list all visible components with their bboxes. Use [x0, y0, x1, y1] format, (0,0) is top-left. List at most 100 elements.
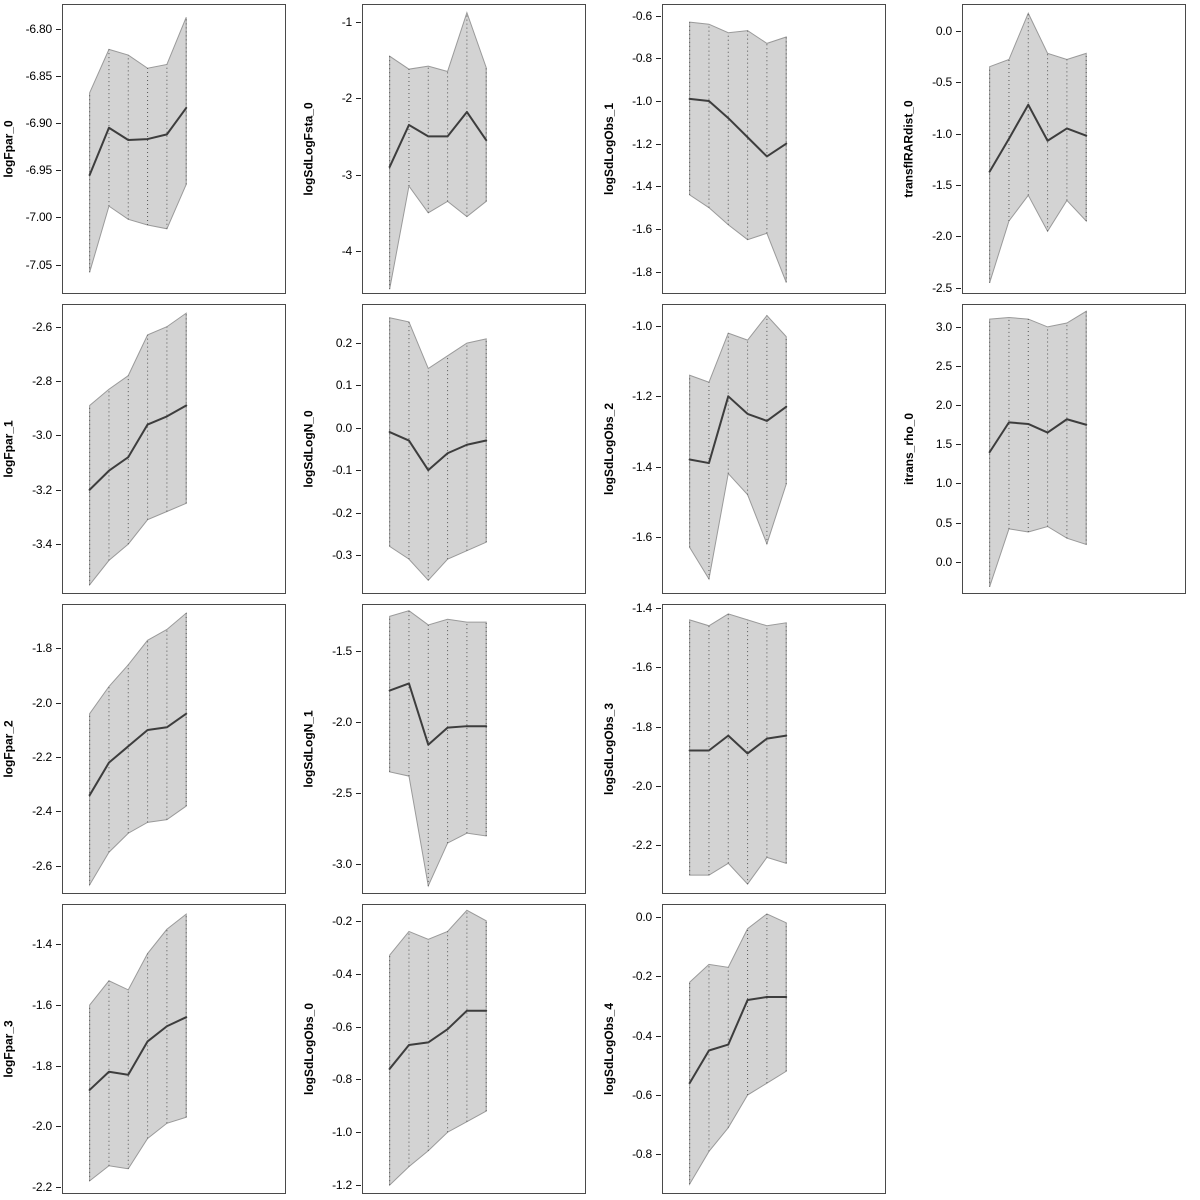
plot-canvas [688, 314, 788, 581]
y-tick-label: -0.4 [332, 966, 352, 981]
y-tick-mark [656, 726, 661, 728]
y-tick-mark [356, 427, 361, 429]
y-tick-mark [956, 82, 961, 84]
plot-panel [662, 904, 886, 1194]
y-tick-mark [356, 385, 361, 387]
estimate-line [388, 1009, 488, 1070]
estimate-line [688, 996, 788, 1085]
plot-panel [962, 4, 1186, 294]
y-tick-mark [656, 845, 661, 847]
confidence-band [389, 317, 487, 582]
y-tick-label: -0.5 [932, 75, 952, 90]
y-tick-mark [956, 561, 961, 563]
y-tick-mark [956, 185, 961, 186]
confidence-band [389, 11, 487, 290]
plot-panel [962, 304, 1186, 594]
y-tick-label: 0.1 [335, 378, 352, 393]
y-tick-label: -3.2 [32, 482, 52, 497]
y-tick-mark [956, 444, 961, 446]
y-tick-label: 2.5 [935, 359, 952, 374]
y-tick-label: -1.2 [632, 389, 652, 404]
y-tick-label: -0.8 [632, 51, 652, 66]
y-tick-label: -0.8 [332, 1072, 352, 1087]
y-tick-label: -2.0 [632, 779, 652, 794]
y-tick-mark [956, 522, 961, 524]
y-tick-label: -2.5 [332, 786, 352, 801]
y-tick-mark [356, 470, 361, 472]
y-tick-mark [356, 650, 361, 652]
y-tick-mark [656, 229, 661, 230]
y-tick-label: -1.0 [932, 126, 952, 141]
estimate-line [988, 103, 1088, 173]
y-tick-label: -2.0 [332, 714, 352, 729]
y-axis-label: transfIRARdist_0 [900, 4, 918, 294]
y-tick-mark [56, 757, 61, 759]
y-tick-label: -1 [341, 14, 352, 29]
y-tick-mark [56, 648, 61, 650]
y-axis-label: logSdLogObs_0 [300, 904, 318, 1194]
y-tick-mark [356, 864, 361, 866]
y-tick-label: -2.6 [32, 319, 52, 334]
y-tick-mark [356, 250, 361, 252]
plot-canvas [688, 21, 788, 283]
confidence-band [389, 909, 487, 1187]
y-tick-label: -6.90 [25, 116, 53, 131]
estimate-line [388, 110, 488, 168]
y-tick-mark [56, 489, 61, 491]
y-tick-mark [956, 326, 961, 328]
y-tick-mark [356, 98, 361, 100]
plot-cell: logSdLogObs_2 -1.0 -1.2 -1.4 -1.6 [600, 300, 900, 600]
plot-cell: logFpar_1 -2.6 -2.8 -3.0 -3.2 -3.4 [0, 300, 300, 600]
estimate-line [688, 97, 788, 158]
y-tick-label: -1.4 [32, 937, 52, 952]
y-axis-label: logFpar_0 [0, 4, 18, 294]
confidence-band [89, 17, 187, 273]
estimate-line [688, 734, 788, 755]
estimate-line [88, 404, 188, 491]
confidence-band [89, 612, 187, 887]
plot-canvas [388, 909, 488, 1187]
y-tick-label: -2.4 [32, 804, 52, 819]
plot-cell: logSdLogObs_4 0.0 -0.2 -0.4 -0.6 -0.8 [600, 900, 900, 1200]
plot-panel [662, 304, 886, 594]
plot-cell [900, 600, 1200, 900]
y-tick-label: -2.2 [32, 1179, 52, 1194]
plot-panel [362, 604, 586, 894]
plot-canvas [988, 12, 1088, 283]
plot-panel [62, 604, 286, 894]
plot-canvas [688, 913, 788, 1186]
y-tick-mark [56, 381, 61, 383]
plot-panel [362, 904, 586, 1194]
y-tick-label: -0.2 [632, 969, 652, 984]
y-tick-mark [956, 287, 961, 289]
y-tick-label: -2.5 [932, 280, 952, 295]
y-tick-label: -6.95 [25, 163, 53, 178]
estimate-line [88, 712, 188, 797]
y-tick-mark [356, 1132, 361, 1134]
y-axis-label-text: logSdLogObs_2 [602, 402, 617, 496]
y-tick-mark [56, 1065, 61, 1067]
y-tick-label: 0.0 [635, 909, 652, 924]
y-tick-label: -6.80 [25, 21, 53, 36]
plot-canvas [388, 610, 488, 888]
y-tick-mark [656, 536, 661, 538]
y-tick-mark [56, 217, 61, 219]
y-tick-label: -6.85 [25, 68, 53, 83]
y-tick-label: -2.0 [32, 695, 52, 710]
y-tick-label: -2.8 [32, 374, 52, 389]
y-tick-mark [656, 786, 661, 788]
y-tick-mark [356, 21, 361, 23]
y-tick-label: -2.6 [32, 858, 52, 873]
y-tick-mark [356, 973, 361, 975]
y-tick-label: -0.8 [632, 1147, 652, 1162]
y-tick-label: -7.00 [25, 210, 53, 225]
y-tick-label: -3.4 [32, 537, 52, 552]
plot-canvas [88, 17, 188, 273]
y-tick-label: -1.4 [632, 600, 652, 615]
plot-panel [662, 604, 886, 894]
plot-cell: logFpar_2 -1.8 -2.0 -2.2 -2.4 -2.6 [0, 600, 300, 900]
y-tick-label: -1.0 [632, 94, 652, 108]
y-tick-label: -4 [341, 243, 352, 258]
plot-cell: itrans_rho_0 3.0 2.5 2.0 1.5 1.0 0.5 0.0 [900, 300, 1200, 600]
